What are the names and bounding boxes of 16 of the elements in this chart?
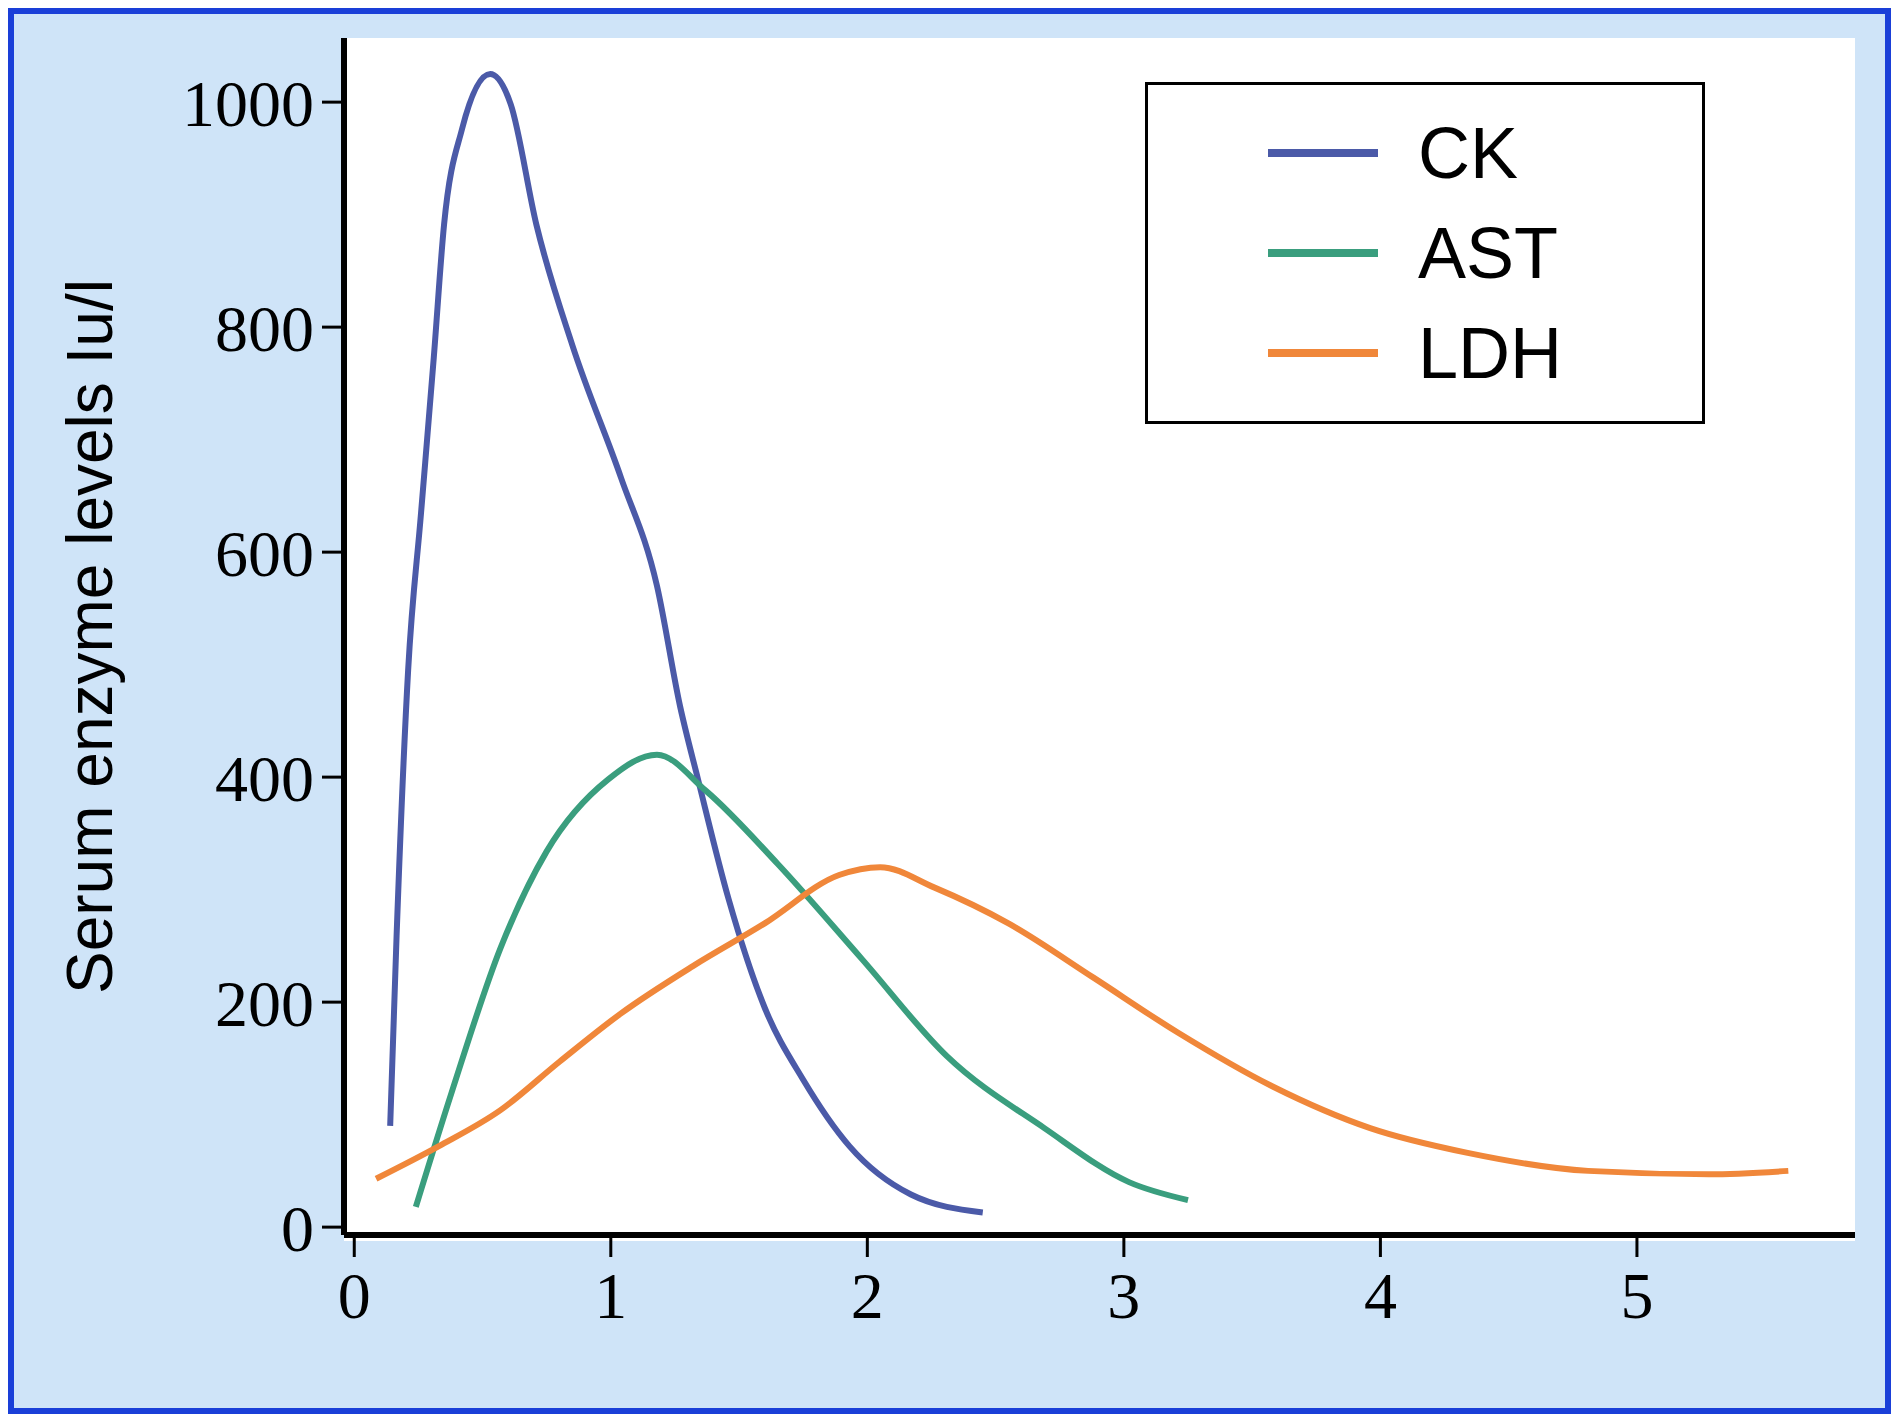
y-tick-label: 800 (215, 291, 314, 365)
legend-label: LDH (1417, 312, 1562, 395)
x-tick-label: 5 (1620, 1258, 1654, 1332)
y-tick-label: 400 (215, 741, 314, 815)
legend-label: AST (1417, 212, 1558, 295)
x-tick-label: 3 (1107, 1258, 1141, 1332)
x-tick-label: 1 (594, 1258, 628, 1332)
y-axis-title: Serum enzyme levels Iu/l (53, 279, 126, 994)
y-tick-label: 200 (215, 966, 314, 1040)
x-tick-label: 4 (1363, 1258, 1397, 1332)
legend-label: CK (1417, 112, 1518, 195)
y-tick-label: 600 (215, 516, 314, 590)
y-tick-label: 0 (281, 1191, 314, 1265)
x-tick-label: 2 (850, 1258, 884, 1332)
y-tick-label: 1000 (182, 66, 314, 140)
x-tick-label: 0 (337, 1258, 371, 1332)
